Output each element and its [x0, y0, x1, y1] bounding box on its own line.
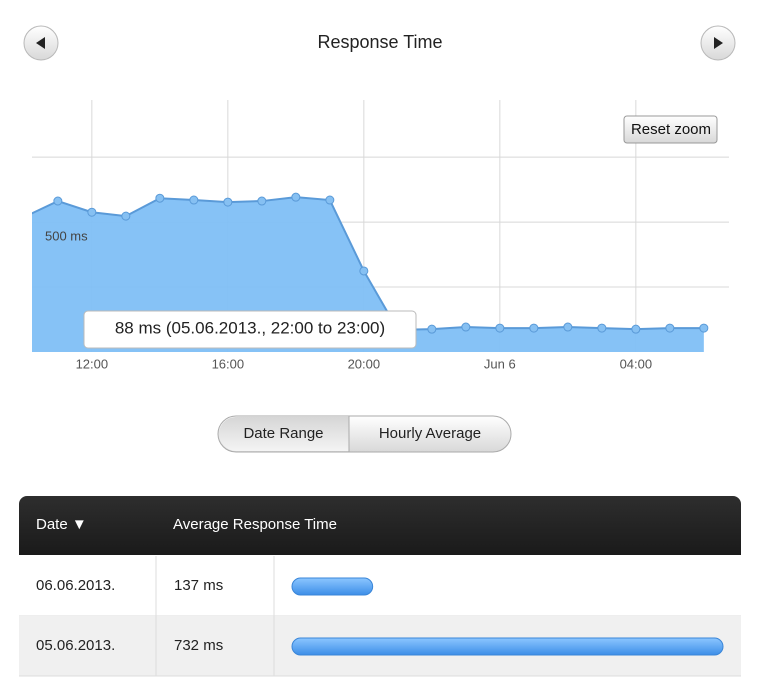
next-button[interactable] [700, 25, 736, 61]
tooltip-text: 88 ms (05.06.2013., 22:00 to 23:00) [115, 318, 385, 337]
data-point [359, 266, 369, 276]
data-point [495, 323, 505, 333]
value-bar [291, 577, 374, 596]
data-point [529, 323, 539, 333]
header-cell[interactable]: Average Response Time [173, 516, 337, 533]
data-point [631, 324, 641, 334]
data-point [223, 197, 233, 207]
data-point [155, 193, 165, 203]
data-point [325, 195, 335, 205]
x-tick-label: Jun 6 [484, 356, 516, 371]
data-point [427, 324, 437, 334]
data-point [53, 196, 63, 206]
chart: 12:00 16:00 20:00 Jun 6 04:00 500 ms 88 ms (05… [32, 100, 729, 371]
data-point [189, 195, 199, 205]
data-point [699, 323, 709, 333]
toggle-option[interactable]: Date Range [243, 425, 323, 442]
data-point [121, 211, 131, 221]
data-point [291, 192, 301, 202]
x-tick-label: 04:00 [620, 356, 653, 371]
row-bg [19, 556, 741, 616]
value-cell: 137 ms [174, 577, 223, 594]
data-point [257, 196, 267, 206]
value-cell: 732 ms [174, 637, 223, 654]
data-point [461, 322, 471, 332]
page-title: Response Time [317, 32, 442, 52]
tooltip-box [83, 310, 417, 349]
data-point [87, 207, 97, 217]
data-table: Date ▼ Average Response Time 06.06.2013. 13… [19, 496, 741, 677]
x-tick-label: 20:00 [348, 356, 381, 371]
toggle-selected [219, 417, 349, 451]
value-bar [291, 637, 724, 656]
header-cell[interactable]: Date ▼ [36, 516, 87, 533]
reset-zoom-button[interactable]: Reset zoom [623, 115, 718, 144]
view-toggle: Date Range Hourly Average [217, 415, 512, 453]
data-point [597, 323, 607, 333]
prev-button[interactable] [23, 25, 59, 61]
data-point [665, 323, 675, 333]
date-cell: 06.06.2013. [36, 577, 115, 594]
toggle-option[interactable]: Hourly Average [379, 425, 481, 442]
data-point [563, 322, 573, 332]
x-tick-label: 12:00 [76, 356, 109, 371]
x-tick-label: 16:00 [212, 356, 245, 371]
date-cell: 05.06.2013. [36, 637, 115, 654]
tooltip: 88 ms (05.06.2013., 22:00 to 23:00) [83, 310, 417, 349]
reset-zoom-label: Reset zoom [631, 121, 711, 138]
y-tick-label: 500 ms [45, 229, 88, 244]
table-header-bg [19, 496, 741, 555]
